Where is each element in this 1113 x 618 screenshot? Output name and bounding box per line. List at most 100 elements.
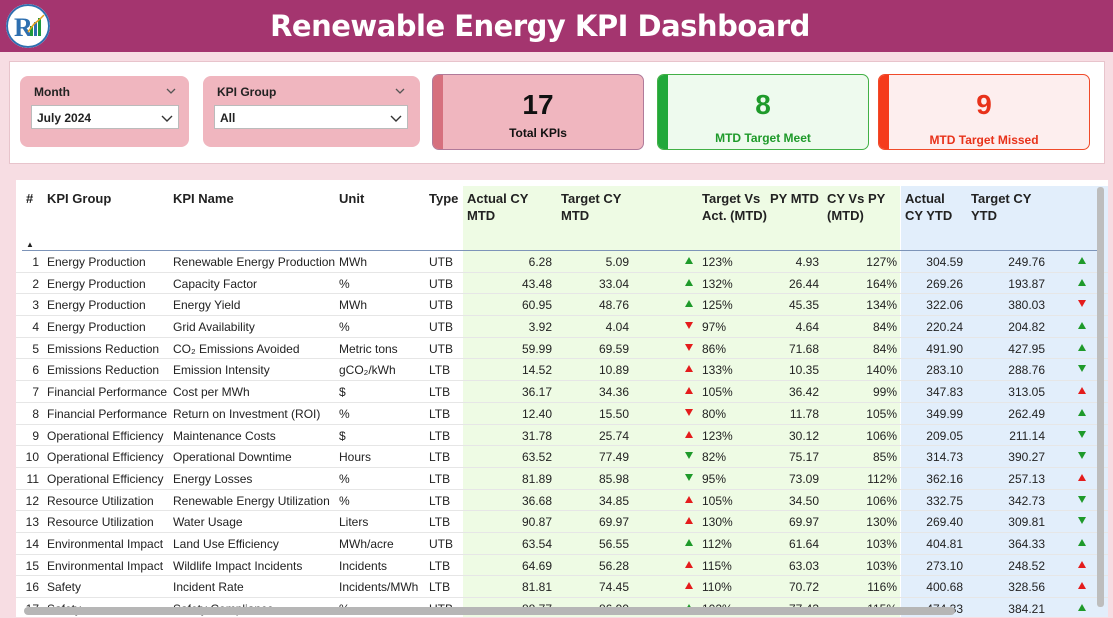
col-header-index[interactable]: #: [26, 191, 34, 206]
col-header-actual-cy-ytd[interactable]: Actual CY YTD: [905, 191, 953, 223]
row-target-vs-act-mtd: 130%: [702, 515, 733, 530]
arrow-up-icon: [1078, 322, 1086, 330]
row-index: 15: [25, 558, 39, 573]
table-row[interactable]: 14 Environmental Impact Land Use Efficienc…: [16, 533, 1108, 555]
table-row[interactable]: 10 Operational Efficiency Operational Down…: [16, 446, 1108, 468]
table-row[interactable]: 6 Emissions Reduction Emission Intensity gC…: [16, 359, 1108, 382]
arrow-down-icon: [685, 473, 693, 481]
col-header-kpi-group[interactable]: KPI Group: [47, 191, 112, 206]
row-target-vs-act-mtd: 123%: [702, 428, 733, 443]
col-header-actual-cy-mtd[interactable]: Actual CY MTD: [467, 191, 529, 223]
row-target-cy-ytd: 248.52: [1008, 558, 1045, 573]
arrow-up-icon: [1078, 343, 1086, 351]
row-py-mtd: 34.50: [788, 493, 819, 508]
row-type: LTB: [429, 363, 451, 378]
col-header-cy-vs-py-mtd[interactable]: CY Vs PY (MTD): [827, 191, 886, 223]
row-target-vs-act-mtd: 105%: [702, 493, 733, 508]
table-row[interactable]: 8 Financial Performance Return on Investme…: [16, 403, 1108, 425]
table-row[interactable]: 9 Operational Efficiency Maintenance Costs…: [16, 425, 1108, 447]
row-index: 6: [32, 363, 39, 378]
card-accent-bar: [658, 75, 668, 149]
row-target-cy-ytd: 427.95: [1008, 341, 1045, 356]
table-row[interactable]: 15 Environmental Impact Wildlife Impact In…: [16, 555, 1108, 577]
sort-ascending-icon[interactable]: ▲: [26, 240, 34, 249]
table-row[interactable]: 1 Energy Production Renewable Energy Produ…: [16, 251, 1108, 273]
table-row[interactable]: 2 Energy Production Capacity Factor% UTB 43.…: [16, 273, 1108, 295]
mtd-target-missed-card: 9 MTD Target Missed: [878, 74, 1090, 150]
row-index: 4: [32, 320, 39, 335]
row-actual-cy-mtd: 43.48: [521, 276, 552, 291]
row-py-mtd: 63.03: [788, 558, 819, 573]
arrow-down-icon: [685, 343, 693, 351]
arrow-down-icon: [685, 408, 693, 416]
row-actual-cy-mtd: 63.52: [521, 450, 552, 465]
horizontal-scrollbar[interactable]: [24, 607, 955, 615]
row-actual-cy-mtd: 60.95: [521, 298, 552, 313]
row-kpi-name: Maintenance Costs: [173, 428, 276, 443]
row-py-mtd: 4.93: [795, 255, 819, 269]
kpi-group-slicer-label: KPI Group: [217, 85, 277, 99]
row-target-cy-mtd: 69.59: [598, 341, 629, 356]
chevron-down-icon[interactable]: [394, 84, 406, 96]
table-row[interactable]: 7 Financial Performance Cost per MWh $ LTB 36…: [16, 381, 1108, 403]
row-actual-cy-ytd: 332.75: [926, 493, 963, 508]
table-row[interactable]: 3 Energy Production Energy Yield MWh UTB 60.9…: [16, 294, 1108, 317]
col-header-target-vs-act-mtd[interactable]: Target Vs Act. (MTD): [702, 191, 767, 223]
kpi-group-dropdown[interactable]: All: [214, 105, 408, 129]
row-unit: %: [339, 471, 350, 486]
col-header-target-cy-mtd[interactable]: Target CY MTD: [561, 191, 622, 223]
table-row[interactable]: 12 Resource Utilization Renewable Energy U…: [16, 490, 1108, 512]
col-header-type[interactable]: Type: [429, 191, 459, 206]
table-row[interactable]: 13 Resource Utilization Water Usage Liters L…: [16, 511, 1108, 533]
arrow-down-icon: [1078, 430, 1086, 438]
month-value: July 2024: [37, 111, 92, 125]
svg-text:R: R: [14, 13, 33, 42]
row-target-cy-mtd: 48.76: [598, 298, 629, 313]
col-header-target-cy-ytd[interactable]: Target CY YTD: [971, 191, 1032, 223]
table-row[interactable]: 11 Operational Efficiency Energy Losses% LT…: [16, 468, 1108, 490]
row-target-cy-ytd: 211.14: [1009, 428, 1045, 443]
row-index: 9: [32, 428, 39, 443]
row-actual-cy-mtd: 3.92: [528, 320, 552, 335]
table-row[interactable]: 16 Safety Incident Rate Incidents/MWh LTB 81.…: [16, 576, 1108, 598]
row-actual-cy-mtd: 36.68: [521, 493, 552, 508]
vertical-scrollbar[interactable]: [1097, 187, 1104, 607]
row-index: 5: [32, 341, 39, 356]
row-target-vs-act-mtd: 123%: [702, 255, 733, 269]
row-actual-cy-ytd: 283.10: [926, 363, 963, 378]
chevron-down-icon[interactable]: [165, 84, 177, 96]
row-actual-cy-mtd: 90.87: [521, 515, 552, 530]
row-unit: MWh: [339, 255, 367, 269]
row-actual-cy-ytd: 314.73: [926, 450, 963, 465]
col-header-py-mtd[interactable]: PY MTD: [770, 191, 819, 206]
mtd-target-meet-card: 8 MTD Target Meet: [657, 74, 869, 150]
table-row[interactable]: 5 Emissions Reduction CO₂ Emissions Avoide…: [16, 338, 1108, 360]
row-actual-cy-ytd: 404.81: [926, 536, 963, 551]
row-kpi-name: Energy Yield: [173, 298, 241, 313]
row-type: UTB: [429, 276, 453, 291]
row-unit: Metric tons: [339, 341, 398, 356]
row-target-cy-mtd: 25.74: [598, 428, 629, 443]
row-type: LTB: [429, 406, 451, 421]
arrow-up-icon: [685, 257, 693, 264]
row-cy-vs-py-mtd: 116%: [867, 580, 897, 595]
row-type: LTB: [429, 385, 451, 400]
month-slicer-label: Month: [34, 85, 70, 99]
col-header-kpi-name[interactable]: KPI Name: [173, 191, 234, 206]
row-target-cy-ytd: 257.13: [1008, 471, 1045, 486]
row-target-cy-ytd: 193.87: [1008, 276, 1045, 291]
arrow-down-icon: [1078, 517, 1086, 525]
row-target-cy-mtd: 33.04: [598, 276, 629, 291]
row-target-cy-ytd: 262.49: [1008, 406, 1045, 421]
row-actual-cy-ytd: 347.83: [926, 385, 963, 400]
row-cy-vs-py-mtd: 84%: [872, 320, 897, 335]
row-py-mtd: 11.78: [789, 406, 819, 421]
row-target-vs-act-mtd: 105%: [702, 385, 733, 400]
mtd-columns-band: [463, 186, 900, 617]
col-header-unit[interactable]: Unit: [339, 191, 365, 206]
table-row[interactable]: 4 Energy Production Grid Availability% UTB 3…: [16, 316, 1108, 338]
row-kpi-group: Resource Utilization: [47, 493, 154, 508]
arrow-up-icon: [1078, 582, 1086, 590]
month-dropdown[interactable]: July 2024: [31, 105, 179, 129]
row-target-vs-act-mtd: 132%: [702, 276, 733, 291]
